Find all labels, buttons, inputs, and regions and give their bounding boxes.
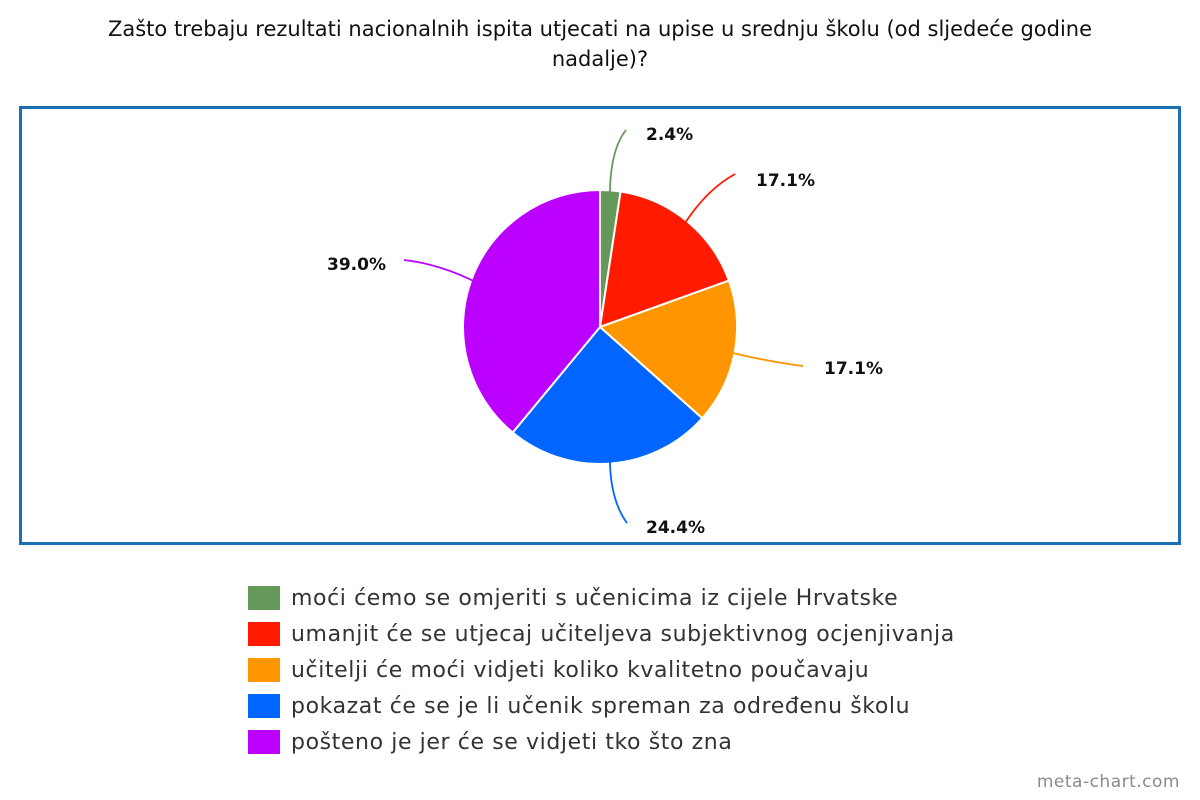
legend-swatch — [248, 622, 280, 646]
legend-label: pošteno je jer će se vidjeti tko što zna — [291, 729, 733, 755]
legend-swatch — [248, 730, 280, 754]
legend-item: umanjit će se utjecaj učiteljeva subjekt… — [248, 616, 955, 652]
legend-label: moći ćemo se omjeriti s učenicima iz cij… — [291, 585, 899, 611]
leader-line — [728, 351, 804, 367]
watermark: meta-chart.com — [1036, 772, 1180, 792]
leader-line — [608, 129, 627, 197]
slice-value-label: 24.4% — [646, 518, 705, 538]
legend-swatch — [248, 658, 280, 682]
chart-title: Zašto trebaju rezultati nacionalnih ispi… — [107, 17, 1093, 71]
legend-item: moći ćemo se omjeriti s učenicima iz cij… — [248, 580, 955, 616]
leader-line — [608, 457, 628, 524]
leader-line — [403, 259, 478, 284]
legend-swatch — [248, 586, 280, 610]
slice-value-label: 2.4% — [646, 125, 693, 145]
plot-frame — [19, 106, 1181, 545]
legend-label: umanjit će se utjecaj učiteljeva subjekt… — [291, 621, 955, 647]
legend-item: učitelji će moći vidjeti koliko kvalitet… — [248, 652, 955, 688]
slice-value-label: 17.1% — [756, 171, 815, 191]
slice-value-label: 39.0% — [327, 255, 386, 275]
legend-label: pokazat će se je li učenik spreman za od… — [291, 693, 911, 719]
legend-item: pošteno je jer će se vidjeti tko što zna — [248, 724, 955, 760]
legend-label: učitelji će moći vidjeti koliko kvalitet… — [291, 657, 870, 683]
legend-item: pokazat će se je li učenik spreman za od… — [248, 688, 955, 724]
leader-line — [682, 173, 736, 227]
slice-value-label: 17.1% — [824, 359, 883, 379]
legend-swatch — [248, 694, 280, 718]
legend: moći ćemo se omjeriti s učenicima iz cij… — [248, 580, 955, 760]
